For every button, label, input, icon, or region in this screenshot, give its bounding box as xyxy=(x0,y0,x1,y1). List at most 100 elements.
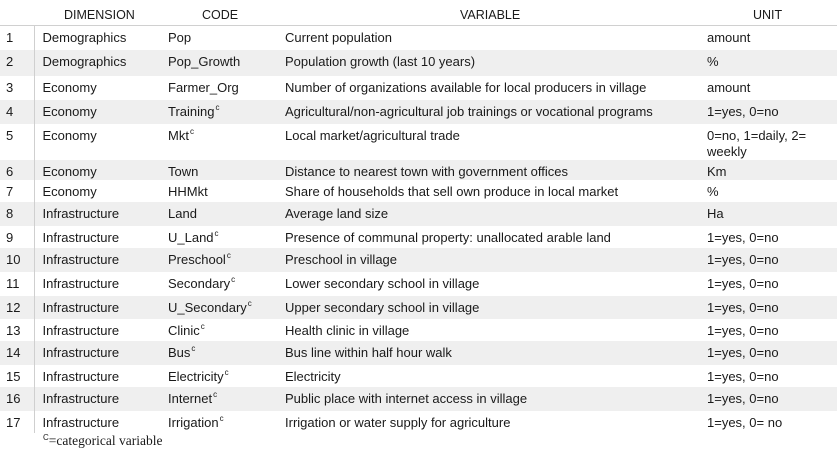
row-unit: 1=yes, 0=no xyxy=(707,386,837,411)
row-unit: 1=yes, 0=no xyxy=(707,368,779,384)
row-variable: Current population xyxy=(285,30,392,45)
row-number: 13 xyxy=(0,318,35,341)
row-unit: 1=yes, 0=no xyxy=(707,322,779,338)
row-number: 7 xyxy=(0,179,35,202)
row-code: Preschoolc xyxy=(168,247,285,272)
row-code-text: Mkt xyxy=(168,127,189,143)
row-code: Busc xyxy=(168,340,285,365)
row-dimension: Infrastructure xyxy=(34,386,168,411)
row-number: 10 xyxy=(0,247,35,272)
row-dimension: Economy xyxy=(42,183,97,199)
row-number: 4 xyxy=(0,99,35,124)
table-header: DIMENSION CODE VARIABLE UNIT xyxy=(0,5,837,26)
row-unit: % xyxy=(707,49,837,76)
row-code: Pop xyxy=(168,26,285,50)
row-code: U_Secondaryc xyxy=(168,295,285,319)
table-row: 1 Demographics Pop Current population amount xyxy=(0,25,837,50)
row-code-text: Town xyxy=(168,163,199,179)
row-variable: Presence of communal property: unallocat… xyxy=(285,229,611,245)
row-number: 11 xyxy=(0,271,35,296)
row-number: 8 xyxy=(0,201,35,226)
row-dimension: Demographics xyxy=(34,49,168,76)
table-row: 2 Demographics Pop_Growth Population growth… xyxy=(0,49,837,76)
row-code: Secondaryc xyxy=(168,272,285,296)
footnote-mark: C xyxy=(43,432,49,442)
header-dimension: DIMENSION xyxy=(34,5,168,26)
row-unit: 1=yes, 0=no xyxy=(707,275,779,291)
row-number: 14 xyxy=(0,340,35,365)
table-row: 9 Infrastructure U_Landc Presence of commun… xyxy=(0,225,837,248)
row-variable: Upper secondary school in village xyxy=(285,295,707,319)
variables-table: DIMENSION CODE VARIABLE UNIT 1 Demographi… xyxy=(0,5,837,433)
row-variable: Bus line within half hour walk xyxy=(285,340,707,365)
row-unit: % xyxy=(707,183,719,199)
row-unit: Ha xyxy=(707,201,837,226)
row-variable: Agricultural/non-agricultural job traini… xyxy=(285,99,707,124)
row-variable: Number of organizations available for lo… xyxy=(285,79,647,95)
row-unit: amount xyxy=(707,30,751,45)
row-code: Trainingc xyxy=(168,99,285,124)
table-body: 1 Demographics Pop Current population amount… xyxy=(0,25,837,433)
table-row: 13 Infrastructure Clinicc Health clinic in … xyxy=(0,318,837,341)
row-dimension: Infrastructure xyxy=(34,247,168,272)
header-unit: UNIT xyxy=(707,5,837,26)
row-code-text: Internet xyxy=(168,390,213,406)
row-dimension: Economy xyxy=(34,99,168,124)
row-code-text: Pop_Growth xyxy=(168,53,241,69)
row-variable: Irrigation or water supply for agricultu… xyxy=(285,414,511,430)
categorical-marker: c xyxy=(226,251,231,261)
row-variable: Distance to nearest town with government… xyxy=(285,159,707,180)
row-code: Electricityc xyxy=(168,365,285,387)
row-variable: Share of households that sell own produc… xyxy=(285,183,619,199)
row-variable: Preschool in village xyxy=(285,247,707,272)
categorical-marker: c xyxy=(247,299,252,309)
table-row: 16 Infrastructure Internetc Public place wi… xyxy=(0,386,837,411)
table-row: 11 Infrastructure Secondaryc Lower secondar… xyxy=(0,271,837,296)
row-code-text: Electricity xyxy=(168,368,224,384)
row-code: Pop_Growth xyxy=(168,49,285,76)
row-unit: Km xyxy=(707,159,837,180)
table-row: 3 Economy Farmer_Org Number of organization… xyxy=(0,75,837,100)
row-number: 15 xyxy=(0,364,35,387)
row-code-text: Clinic xyxy=(168,322,200,338)
row-code-text: Training xyxy=(168,103,215,119)
table-row: 10 Infrastructure Preschoolc Preschool in v… xyxy=(0,247,837,272)
row-code-text: Farmer_Org xyxy=(168,79,239,95)
categorical-marker: c xyxy=(214,229,219,239)
table-row: 12 Infrastructure U_Secondaryc Upper second… xyxy=(0,295,837,319)
row-number: 6 xyxy=(0,159,35,180)
table-row: 4 Economy Trainingc Agricultural/non-agricu… xyxy=(0,99,837,124)
row-code: Internetc xyxy=(168,386,285,411)
footnote-text: =categorical variable xyxy=(48,433,163,448)
footnote: C=categorical variable xyxy=(42,433,162,449)
categorical-marker: c xyxy=(200,322,205,332)
row-variable: Local market/agricultural trade xyxy=(285,127,460,143)
categorical-marker: c xyxy=(189,127,194,137)
row-unit: 0=no, 1=daily, 2= weekly xyxy=(707,127,807,159)
categorical-marker: c xyxy=(219,414,224,424)
categorical-marker: c xyxy=(213,390,218,400)
row-number: 1 xyxy=(0,25,35,50)
row-variable: Lower secondary school in village xyxy=(285,275,480,291)
row-code-text: Land xyxy=(168,205,197,221)
row-code-text: Bus xyxy=(168,344,191,360)
row-code: Town xyxy=(168,159,285,180)
row-number: 5 xyxy=(0,123,35,160)
row-dimension: Infrastructure xyxy=(34,201,168,226)
row-dimension: Economy xyxy=(42,79,97,95)
row-unit: 1=yes, 0=no xyxy=(707,295,837,319)
categorical-marker: c xyxy=(191,344,196,354)
row-code: HHMkt xyxy=(168,180,285,202)
row-number: 12 xyxy=(0,295,35,319)
row-code-text: U_Land xyxy=(168,229,214,245)
row-dimension: Infrastructure xyxy=(42,414,120,430)
row-variable: Public place with internet access in vil… xyxy=(285,386,707,411)
row-code-text: U_Secondary xyxy=(168,299,247,315)
row-dimension: Infrastructure xyxy=(42,275,120,291)
row-number: 16 xyxy=(0,386,35,411)
row-code-text: HHMkt xyxy=(168,183,208,199)
header-variable: VARIABLE xyxy=(285,5,707,26)
row-variable: Health clinic in village xyxy=(285,322,410,338)
row-dimension: Infrastructure xyxy=(34,340,168,365)
